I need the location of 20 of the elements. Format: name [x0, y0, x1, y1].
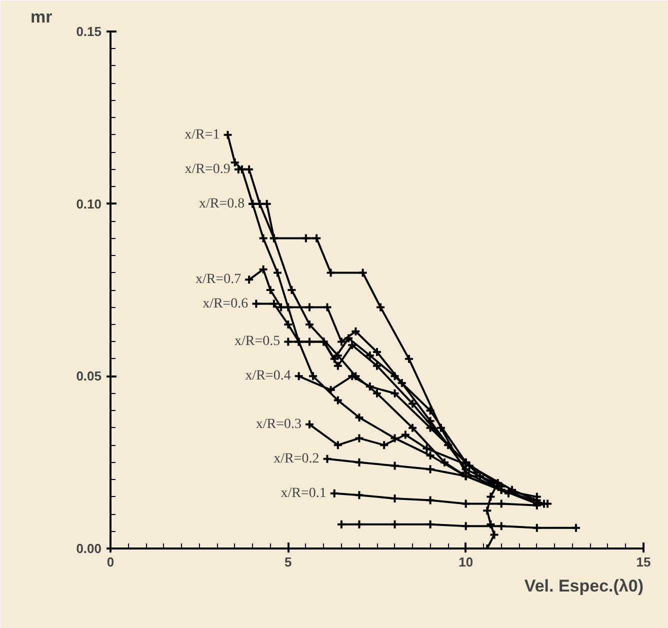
series-label: x/R=0.7	[195, 272, 242, 288]
x-tick-label: 10	[458, 554, 474, 570]
series-label: x/R=0.4	[245, 368, 291, 384]
y-tick-label: 0.10	[76, 196, 102, 212]
y-tick-label: 0.05	[76, 368, 102, 384]
series-label: x/R=0.1	[280, 486, 326, 501]
series-label: x/R=0.3	[256, 416, 302, 432]
x-tick-label: 15	[636, 554, 651, 570]
series-label: x/R=0.8	[199, 196, 245, 212]
y-axis-title: mr	[30, 8, 53, 26]
series-label: x/R=0.6	[202, 296, 248, 312]
x-axis-title: Vel. Espec.(λ0)	[524, 576, 644, 596]
y-tick-label: 0.15	[76, 24, 102, 39]
x-tick-label: 5	[284, 554, 292, 570]
y-tick-label: 0.00	[76, 541, 102, 556]
series-label: x/R=0.2	[274, 451, 320, 466]
series-label: x/R=1	[184, 127, 220, 142]
series-label: x/R=0.9	[184, 162, 230, 177]
series-label: x/R=0.5	[234, 334, 280, 350]
x-tick-label: 0	[106, 554, 114, 570]
